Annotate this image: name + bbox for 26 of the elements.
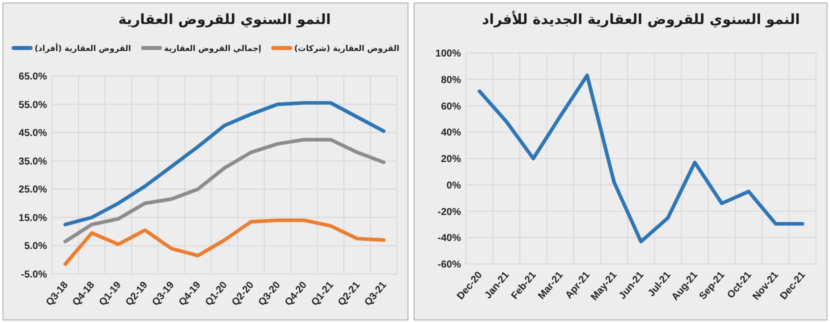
y-tick-label: 20% bbox=[440, 154, 462, 165]
y-tick-label: 100% bbox=[435, 48, 462, 60]
y-tick-label: 80% bbox=[440, 74, 462, 86]
line-series bbox=[478, 74, 804, 244]
legend-label: القروض العقارية (أفراد) bbox=[34, 43, 132, 53]
chart-title: النمو السنوي للقروض العقارية الجديدة للأفراد bbox=[482, 10, 800, 28]
legend-label: إجمالي القروض العقارية bbox=[164, 44, 262, 53]
y-tick-label: 0% bbox=[446, 180, 462, 192]
chart-title: النمو السنوي للقروض العقارية bbox=[118, 12, 331, 28]
y-tick-label: -40% bbox=[438, 233, 462, 244]
line-series bbox=[63, 218, 386, 266]
legend-label: القروض العقارية (شركات) bbox=[294, 44, 400, 53]
y-tick-label: 60% bbox=[440, 101, 462, 112]
y-tick-label: 15.0% bbox=[18, 212, 48, 224]
y-tick-label: 25.0% bbox=[18, 184, 48, 196]
y-tick-label: 55.0% bbox=[18, 100, 48, 111]
y-tick-label: 65.0% bbox=[18, 72, 48, 82]
y-tick-label: 45.0% bbox=[18, 128, 48, 140]
y-tick-label: -20% bbox=[438, 206, 462, 218]
y-tick-label: -5.0% bbox=[20, 270, 48, 280]
line-series bbox=[63, 138, 386, 244]
y-tick-label: -60% bbox=[438, 260, 462, 270]
y-tick-label: 40% bbox=[440, 128, 462, 139]
y-tick-label: 5.0% bbox=[24, 241, 48, 252]
line-series bbox=[63, 101, 386, 226]
y-tick-label: 35.0% bbox=[18, 156, 48, 168]
